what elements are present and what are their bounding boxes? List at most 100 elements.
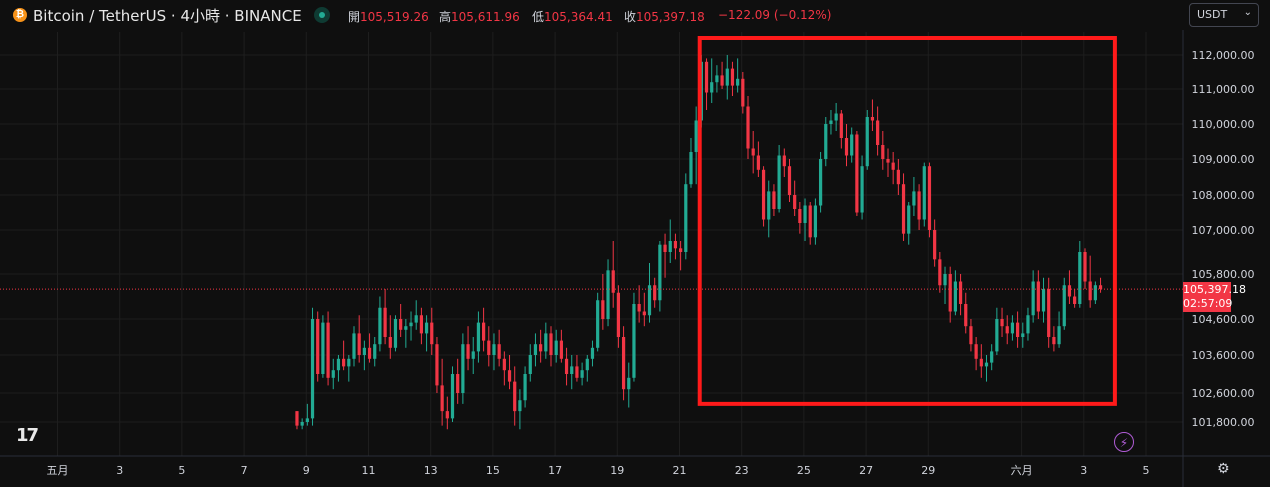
symbol-title[interactable]: Bitcoin / TetherUS · 4小時 · BINANCE [33, 7, 302, 25]
ohlc-low: 低105,364.41 [532, 8, 613, 25]
candle-body [1067, 285, 1072, 297]
candle-body [673, 241, 678, 249]
lightning-icon[interactable]: ⚡ [1114, 432, 1134, 452]
candle [1021, 322, 1025, 348]
candle-body [642, 311, 646, 316]
candle [487, 326, 491, 367]
candle-body [829, 120, 833, 124]
candle-body [430, 322, 434, 345]
candle [300, 418, 304, 430]
candle-body [1057, 326, 1061, 345]
candle [808, 202, 812, 245]
candle-body [637, 304, 641, 312]
price-tick-label: 108,000.00 [1192, 189, 1255, 202]
candle [777, 145, 781, 213]
candle [523, 366, 527, 408]
candle [964, 292, 968, 334]
candle [1057, 311, 1061, 348]
candle [409, 311, 413, 341]
candle-body [621, 337, 626, 390]
time-tick-label: 3 [1080, 464, 1087, 477]
candle-body [684, 184, 688, 252]
candle-body [715, 75, 719, 83]
candle [730, 61, 735, 96]
candle-body [456, 374, 460, 393]
candle-body [694, 120, 698, 152]
candle [316, 311, 320, 382]
candle [834, 103, 838, 131]
chevron-down-icon: ⌄ [1243, 7, 1252, 18]
candle-body [476, 322, 481, 352]
price-tick-label: 102,600.00 [1192, 387, 1255, 400]
candle [295, 411, 299, 430]
candle-body [922, 166, 926, 220]
bitcoin-icon: ₿ [13, 8, 27, 22]
candle-body [399, 319, 403, 330]
gear-icon[interactable]: ⚙ [1217, 461, 1230, 477]
candle-body [995, 319, 999, 352]
price-tick-label: 112,000.00 [1192, 49, 1255, 62]
time-tick-label: 29 [921, 464, 935, 477]
time-tick-label: 17 [548, 464, 562, 477]
candle [388, 315, 392, 359]
candle-body [331, 370, 335, 378]
candle-body [958, 281, 963, 304]
candle [922, 162, 926, 227]
candle-body [393, 319, 398, 348]
market-status-icon[interactable] [314, 7, 330, 23]
candle [668, 219, 672, 263]
candle [1062, 277, 1066, 330]
candle [1088, 255, 1092, 308]
time-tick-label: 五月 [47, 464, 69, 477]
candle [456, 358, 460, 404]
candle [798, 202, 802, 234]
candle-body [482, 322, 486, 341]
time-tick-label: 15 [486, 464, 500, 477]
candle-body [777, 155, 781, 209]
candle [554, 329, 558, 363]
candle [564, 347, 569, 386]
tradingview-logo[interactable]: 𝟭𝟳 [16, 425, 39, 446]
candle-body [373, 344, 377, 359]
candle [984, 355, 989, 382]
candle [901, 173, 906, 241]
time-tick-label: 5 [178, 464, 185, 477]
candle [393, 315, 398, 352]
time-tick-label: 3 [116, 464, 123, 477]
candle [518, 389, 522, 430]
candle [533, 333, 538, 367]
candle-body [326, 322, 330, 378]
ohlc-high-label: 高 [439, 10, 452, 24]
candle-body [741, 78, 745, 107]
candle-body [870, 117, 875, 121]
candle-body [927, 166, 932, 230]
price-tick-label: 111,000.00 [1192, 83, 1255, 96]
candle [813, 198, 818, 245]
candle-body [746, 106, 750, 149]
candle-body [803, 205, 807, 223]
candle-body [844, 138, 849, 156]
candle [1047, 277, 1051, 348]
candle [590, 340, 595, 367]
candle [445, 396, 449, 430]
candle-body [590, 347, 595, 359]
candle-body [938, 259, 942, 286]
candle-body [419, 315, 424, 334]
candle-body [466, 344, 470, 359]
candle-body [316, 319, 320, 374]
candle-body [342, 358, 346, 367]
current-price-tag: 105,397.18 02:57:09 [1183, 282, 1246, 312]
currency-select[interactable]: USDT ⌄ [1189, 3, 1259, 27]
candle [907, 202, 911, 245]
candle [642, 292, 646, 327]
candle [715, 65, 719, 93]
ohlc-high-value: 105,611.96 [451, 10, 520, 24]
candle-body [627, 377, 631, 390]
candle [373, 337, 377, 367]
candle-body [440, 385, 444, 412]
candle [507, 355, 512, 390]
candle-body [668, 241, 672, 252]
candle [367, 333, 372, 363]
candle-body [1093, 285, 1097, 301]
